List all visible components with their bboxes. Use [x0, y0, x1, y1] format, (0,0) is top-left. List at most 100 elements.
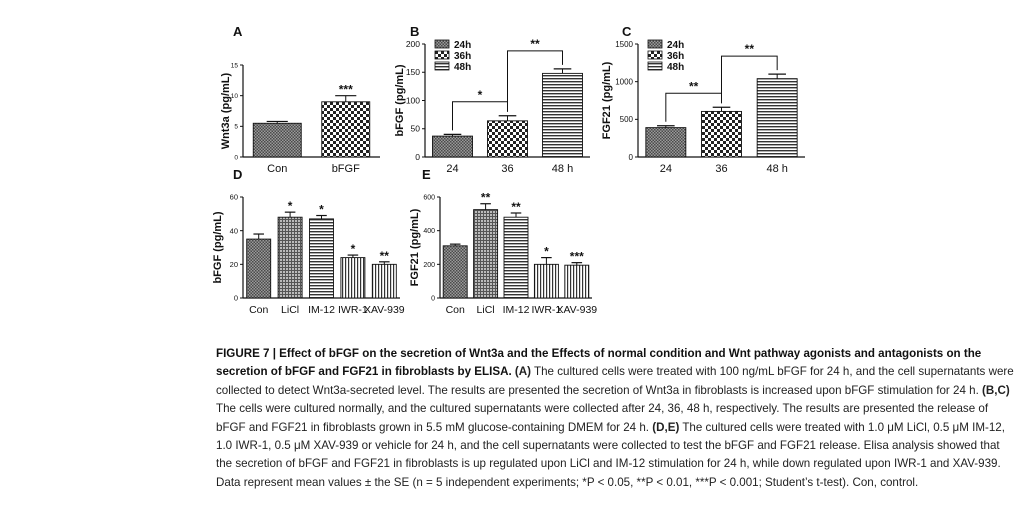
legend-swatch — [647, 61, 663, 71]
y-tick-label: 200 — [423, 262, 435, 269]
x-tick-label: LiCl — [281, 304, 299, 316]
bar — [645, 127, 687, 158]
legend-swatch — [434, 50, 450, 60]
y-tick-label: 0 — [431, 295, 435, 302]
y-tick-label: 60 — [230, 193, 238, 202]
y-axis-title: bFGF (pg/mL) — [394, 64, 406, 136]
panel-letter: C — [622, 24, 632, 39]
significance-label: ** — [380, 249, 390, 263]
y-axis-title: Wnt3a (pg/mL) — [220, 72, 232, 149]
caption-title: Effect of bFGF on the secretion of Wnt3a… — [216, 347, 982, 379]
x-tick-label: 24 — [660, 163, 672, 175]
x-tick-label: 36 — [501, 163, 513, 175]
bar — [340, 257, 366, 299]
panel-letter: B — [410, 24, 419, 39]
caption-ref-de: (D,E) — [649, 420, 680, 434]
x-tick-label: 48 h — [552, 163, 573, 175]
x-tick-label: IM-12 — [308, 304, 335, 316]
y-tick-label: 5 — [234, 124, 238, 131]
y-tick-label: 150 — [406, 67, 420, 77]
bar — [277, 216, 303, 299]
significance-bracket — [507, 50, 563, 112]
y-tick-label: 1000 — [615, 77, 633, 86]
legend-label: 24h — [454, 40, 471, 51]
significance-label: ** — [511, 200, 521, 214]
legend-label: 48h — [667, 62, 684, 73]
y-tick-label: 500 — [620, 115, 634, 124]
x-tick-label: bFGF — [332, 163, 360, 175]
x-tick-label: Con — [267, 163, 287, 175]
y-axis-title: FGF21 (pg/mL) — [601, 61, 613, 139]
significance-label: * — [544, 245, 549, 259]
bar — [432, 135, 473, 158]
y-axis-title: FGF21 (pg/mL) — [409, 208, 421, 286]
caption-label: FIGURE 7 | — [216, 347, 280, 360]
bar — [542, 72, 583, 158]
caption-text-a: The cultured cells were treated with 100… — [216, 365, 1014, 397]
bar — [533, 263, 559, 299]
bar — [487, 120, 528, 158]
bar — [564, 264, 590, 299]
bar — [246, 238, 272, 299]
y-tick-label: 0 — [234, 294, 238, 303]
bracket-label: * — [478, 88, 483, 102]
x-tick-label: IWR-1 — [532, 304, 562, 316]
legend-label: 36h — [454, 51, 471, 62]
bar — [503, 216, 529, 299]
x-tick-label: 36 — [715, 163, 727, 175]
bracket-label: ** — [689, 79, 699, 93]
significance-label: *** — [339, 83, 353, 97]
y-tick-label: 400 — [423, 228, 435, 235]
x-tick-label: LiCl — [477, 304, 495, 316]
x-tick-label: Con — [446, 304, 465, 316]
chart-panel-c: C 0 500 1000 1500 FGF21 (pg/mL) 24 36 48 h ** ** 24… — [601, 24, 805, 175]
bar — [252, 122, 302, 158]
y-tick-label: 40 — [230, 226, 238, 235]
y-tick-label: 100 — [406, 95, 420, 105]
y-tick-label: 200 — [406, 39, 420, 49]
significance-label: * — [288, 199, 293, 213]
y-tick-label: 50 — [411, 124, 421, 134]
panel-letter: D — [233, 167, 242, 182]
legend-swatch — [647, 39, 663, 49]
x-tick-label: IWR-1 — [338, 304, 368, 316]
x-tick-label: 48 h — [766, 163, 787, 175]
caption-ref-a: (A) — [511, 365, 532, 379]
bar — [309, 218, 334, 299]
chart-panel-d: D 0 20 40 60 bFGF (pg/mL) Con * LiCl * IM-12 * IWR-1… — [212, 167, 405, 316]
bracket-label: ** — [745, 42, 755, 56]
significance-label: * — [319, 203, 324, 217]
significance-bracket — [721, 55, 778, 104]
y-tick-label: 15 — [231, 62, 239, 69]
legend-label: 24h — [667, 40, 684, 51]
bar — [473, 209, 499, 299]
y-tick-label: 0 — [234, 154, 238, 161]
y-axis-title: bFGF (pg/mL) — [212, 211, 224, 283]
bracket-label: ** — [530, 37, 540, 51]
x-tick-label: XAV-939 — [364, 304, 405, 316]
bar — [756, 78, 798, 158]
significance-label: ** — [481, 191, 491, 205]
panel-letter: A — [233, 24, 243, 39]
y-tick-label: 20 — [230, 260, 238, 269]
legend-label: 48h — [454, 62, 471, 73]
x-tick-label: IM-12 — [503, 304, 530, 316]
panel-letter: E — [422, 167, 431, 182]
y-tick-label: 600 — [423, 194, 435, 201]
bar — [701, 110, 742, 158]
bar — [371, 263, 397, 299]
x-tick-label: 24 — [446, 163, 458, 175]
caption-ref-bc: (B,C) — [978, 383, 1010, 397]
bar — [442, 245, 468, 299]
legend-swatch — [434, 39, 450, 49]
legend-swatch — [434, 61, 450, 71]
x-tick-label: XAV-939 — [556, 304, 597, 316]
bar — [321, 101, 371, 158]
x-tick-label: Con — [249, 304, 268, 316]
caption-text-de: The cultured cells were treated with 1.0… — [216, 420, 1005, 489]
significance-label: * — [351, 242, 356, 256]
